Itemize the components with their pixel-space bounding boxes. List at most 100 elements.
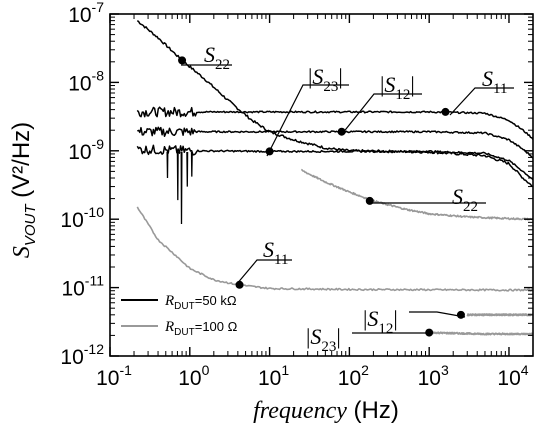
series-line-r50k-s11 bbox=[136, 106, 533, 140]
annotation-leader-line bbox=[235, 259, 292, 286]
y-axis-title-subscript: VOUT bbox=[22, 203, 39, 247]
legend-label-symbol: R bbox=[164, 319, 174, 335]
x-tick-label-exponent: 3 bbox=[441, 362, 449, 378]
x-tick-label: 103 bbox=[418, 362, 449, 390]
annotation-label-main: | bbox=[306, 324, 310, 349]
y-tick-label-base: 10 bbox=[61, 278, 84, 301]
annotation-label: |S23| bbox=[306, 324, 341, 355]
x-tick-label-exponent: 2 bbox=[361, 362, 369, 378]
x-tick-label-exponent: -1 bbox=[119, 362, 132, 378]
annotation-label: S22 bbox=[452, 184, 478, 215]
y-tick-label-exponent: -8 bbox=[92, 67, 105, 83]
x-tick-label: 101 bbox=[258, 362, 289, 390]
series-line-r100-s11 bbox=[136, 206, 533, 292]
series-dip-2 bbox=[166, 151, 169, 179]
annotation-marker bbox=[456, 310, 465, 319]
legend-label-symbol: R bbox=[164, 293, 174, 309]
y-tick-label: 10-7 bbox=[68, 0, 104, 27]
legend-label: RDUT=100 Ω bbox=[164, 319, 238, 338]
y-tick-label-exponent: -12 bbox=[84, 341, 104, 357]
series-dip-0 bbox=[176, 151, 179, 201]
series-line-r100-s12 bbox=[466, 313, 533, 317]
annotation-label: S22 bbox=[204, 42, 230, 73]
ticks bbox=[109, 13, 534, 357]
annotation-marker bbox=[425, 328, 434, 337]
y-tick-label: 10-10 bbox=[60, 204, 104, 232]
annotation-marker bbox=[235, 280, 244, 289]
y-tick-label: 10-12 bbox=[60, 341, 104, 369]
x-axis-title: frequency (Hz) bbox=[253, 397, 399, 424]
annotation-leader-line bbox=[449, 87, 514, 116]
annotation-label-subscript: 11 bbox=[274, 252, 288, 268]
series-line-r50k-s12 bbox=[136, 126, 533, 159]
x-tick-label: 104 bbox=[497, 362, 528, 390]
y-tick-label-base: 10 bbox=[60, 209, 83, 232]
y-axis-title: SVOUT (V²/Hz) bbox=[8, 122, 39, 258]
annotation-label-subscript: 12 bbox=[395, 87, 410, 103]
annotation-label-main: S bbox=[204, 42, 215, 67]
annotation-marker bbox=[365, 196, 374, 205]
y-tick-label-exponent: -9 bbox=[92, 136, 105, 152]
annotation-label-symbol: S bbox=[310, 324, 321, 349]
annotation-label: S11 bbox=[263, 237, 288, 268]
annotation-label-main: | bbox=[363, 306, 367, 331]
annotation-label-main: S bbox=[482, 66, 493, 91]
legend-label-value: =50 kΩ bbox=[195, 293, 237, 308]
annotation-label-subscript: 22 bbox=[463, 199, 478, 215]
annotation-marker bbox=[178, 56, 187, 65]
x-axis-title-main: frequency bbox=[253, 398, 347, 424]
annotation-marker bbox=[441, 107, 450, 116]
x-axis-title-unit: (Hz) bbox=[347, 397, 399, 424]
annotation-label-tail: | bbox=[410, 72, 414, 97]
series-dip-4 bbox=[190, 151, 193, 177]
annotation-label: S11 bbox=[482, 66, 507, 97]
y-tick-label-base: 10 bbox=[68, 4, 91, 27]
annotation-label-subscript: 11 bbox=[493, 81, 507, 97]
legend-label-value: =100 Ω bbox=[195, 319, 238, 334]
annotation-label-main: | bbox=[308, 64, 312, 89]
y-tick-label: 10-11 bbox=[61, 273, 104, 301]
y-axis-title-main: S bbox=[9, 246, 35, 258]
y-tick-label: 10-8 bbox=[68, 67, 104, 95]
annotation-label-symbol: S bbox=[312, 64, 323, 89]
plot-area bbox=[109, 13, 534, 357]
axis-titles: frequency (Hz)SVOUT (V²/Hz) bbox=[8, 122, 399, 424]
x-tick-label-exponent: 1 bbox=[281, 362, 289, 378]
series-dip-3 bbox=[186, 151, 189, 187]
y-axis-title-unit: (V²/Hz) bbox=[8, 122, 35, 205]
x-tick-label: 102 bbox=[338, 362, 369, 390]
annotation-label-symbol: S bbox=[384, 72, 395, 97]
y-tick-label-base: 10 bbox=[68, 141, 91, 164]
annotation-leader-line bbox=[341, 93, 422, 135]
y-tick-label: 10-9 bbox=[68, 136, 104, 164]
x-tick-label-exponent: 4 bbox=[521, 362, 529, 378]
series-line-r50k-s22 bbox=[136, 20, 533, 188]
legend-label: RDUT=50 kΩ bbox=[164, 293, 237, 312]
series-dip-1 bbox=[180, 151, 183, 225]
annotation-label-main: | bbox=[380, 72, 384, 97]
annotation-label-tail: | bbox=[338, 64, 342, 89]
annotation-label-symbol: S bbox=[367, 306, 378, 331]
x-tick-label-exponent: 0 bbox=[202, 362, 210, 378]
x-tick-label-base: 10 bbox=[338, 367, 361, 390]
annotation-label-tail: | bbox=[393, 306, 397, 331]
annotation-label-main: S bbox=[263, 237, 274, 262]
x-tick-label-base: 10 bbox=[178, 367, 201, 390]
annotation-label-subscript: 23 bbox=[321, 339, 336, 355]
series-line-r50k-s23 bbox=[136, 144, 533, 181]
x-tick-label: 100 bbox=[178, 362, 209, 390]
legend-label-subscript: DUT bbox=[174, 327, 195, 338]
annotation-label-main: S bbox=[452, 184, 463, 209]
y-tick-label-exponent: -11 bbox=[85, 273, 104, 289]
annotation-marker bbox=[337, 127, 346, 136]
legend-label-subscript: DUT bbox=[174, 301, 195, 312]
x-tick-label-base: 10 bbox=[258, 367, 281, 390]
x-tick-label-base: 10 bbox=[497, 367, 520, 390]
series-line-r100-s22 bbox=[300, 168, 533, 221]
annotation-label: |S23| bbox=[308, 64, 343, 95]
series-line-r100-s23 bbox=[428, 331, 533, 336]
